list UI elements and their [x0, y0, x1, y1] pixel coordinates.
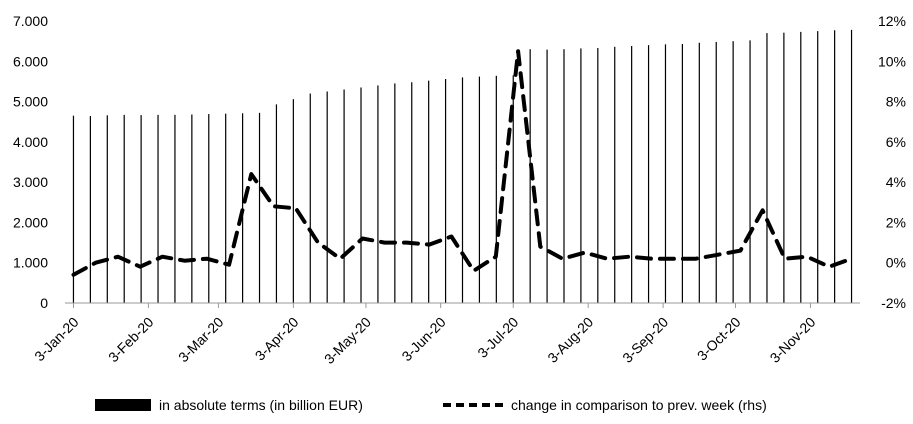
bar — [512, 75, 514, 303]
bar — [444, 79, 447, 303]
bar — [191, 114, 193, 303]
x-tick-label: 3-Mar-20 — [175, 314, 227, 366]
bar — [563, 49, 565, 304]
bar — [817, 31, 819, 303]
x-tick-label: 3-Aug-20 — [544, 314, 596, 366]
bar — [715, 41, 717, 303]
y-axis-right: -2% 0% 2% 4% 6% 8% 10% 12% — [878, 13, 906, 311]
y2-tick-label: 2% — [886, 214, 906, 230]
bar — [343, 89, 345, 303]
bar — [123, 114, 125, 303]
bar — [834, 30, 836, 303]
bar — [495, 75, 497, 303]
bar — [326, 91, 328, 303]
bar — [664, 44, 667, 303]
bar — [850, 29, 853, 304]
bar — [529, 49, 531, 304]
bar — [225, 113, 227, 304]
legend-swatch-bar — [95, 399, 151, 411]
y-tick-label: 5.000 — [13, 94, 48, 110]
y-tick-label: 4.000 — [13, 134, 48, 150]
bar — [749, 40, 751, 303]
x-tick-label: 3-Jan-20 — [31, 314, 82, 365]
legend-item-bars: in absolute terms (in billion EUR) — [95, 397, 363, 413]
bar — [242, 113, 244, 303]
bar — [208, 114, 210, 303]
x-axis: 3-Jan-20 3-Feb-20 3-Mar-20 3-Apr-20 3-May-20… — [31, 303, 819, 367]
bar — [698, 42, 700, 304]
y2-tick-label: 0% — [886, 255, 906, 271]
x-tick-label: 3-Sep-20 — [619, 314, 671, 366]
y2-tick-label: 10% — [878, 53, 906, 69]
bar — [597, 47, 599, 304]
y2-tick-label: 6% — [886, 134, 906, 150]
y-tick-label: 7.000 — [13, 13, 48, 29]
y-tick-label: 2.000 — [13, 214, 48, 230]
bar — [461, 77, 464, 304]
legend-item-line: change in comparison to prev. week (rhs) — [443, 397, 767, 413]
bar — [394, 83, 396, 303]
bar — [174, 114, 176, 303]
bar — [614, 46, 616, 303]
bar — [766, 33, 768, 303]
bar — [546, 49, 548, 303]
y2-tick-label: 4% — [886, 174, 906, 190]
bar — [292, 99, 294, 303]
legend-swatch-dash — [443, 403, 503, 407]
x-tick-label: 3-Apr-20 — [252, 314, 302, 364]
bar — [360, 87, 362, 303]
bar — [428, 80, 430, 303]
y-tick-label: 0 — [40, 295, 48, 311]
y2-tick-label: 8% — [886, 94, 906, 110]
bar — [732, 41, 734, 304]
bar — [157, 114, 159, 303]
bar — [72, 115, 75, 304]
legend: in absolute terms (in billion EUR) chang… — [0, 397, 913, 419]
line-series-change — [71, 49, 854, 277]
x-tick-label: 3-Nov-20 — [767, 314, 819, 366]
bar — [681, 43, 683, 303]
bar — [258, 112, 261, 303]
bar — [89, 116, 91, 304]
y-axis-left: 0 1.000 2.000 3.000 4.000 5.000 6.000 7.000 — [13, 13, 48, 311]
bar — [647, 45, 650, 304]
bar — [478, 76, 481, 303]
y2-tick-label: 12% — [878, 13, 906, 29]
y-tick-label: 1.000 — [13, 255, 48, 271]
bar — [106, 115, 108, 303]
x-tick-label: 3-Feb-20 — [105, 314, 157, 366]
bar — [800, 31, 802, 304]
bar — [411, 82, 413, 303]
bar — [580, 48, 582, 303]
bar — [275, 104, 278, 304]
bar — [309, 93, 311, 303]
y-tick-label: 3.000 — [13, 174, 48, 190]
bar — [631, 45, 633, 303]
bar — [377, 85, 379, 303]
y2-tick-label: -2% — [881, 295, 906, 311]
x-tick-label: 3-Jun-20 — [398, 314, 449, 365]
bar — [140, 115, 142, 304]
bar-series — [72, 29, 853, 304]
y-tick-label: 6.000 — [13, 53, 48, 69]
legend-label-line: change in comparison to prev. week (rhs) — [511, 397, 767, 413]
legend-label-bars: in absolute terms (in billion EUR) — [159, 397, 363, 413]
x-tick-label: 3-Jul-20 — [474, 314, 521, 361]
x-tick-label: 3-Oct-20 — [694, 314, 744, 364]
x-tick-label: 3-May-20 — [321, 314, 374, 367]
bar — [783, 32, 785, 303]
